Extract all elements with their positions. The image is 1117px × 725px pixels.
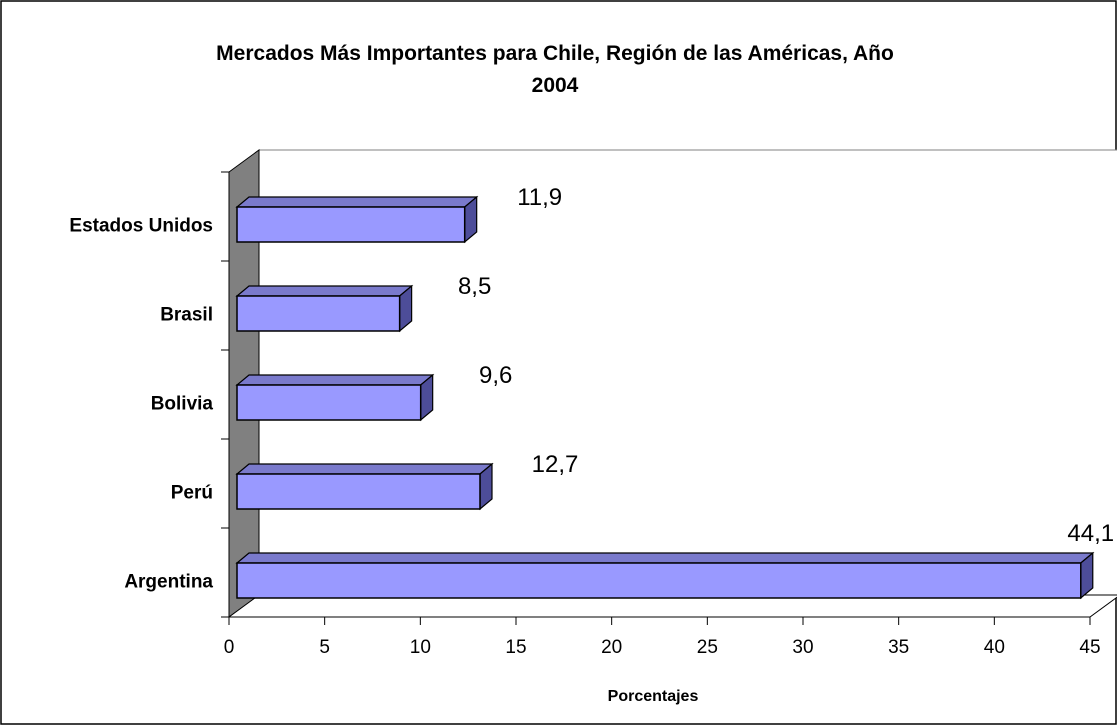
- x-tick-label: 0: [224, 637, 235, 658]
- bar-top: [235, 552, 1095, 564]
- data-label: 11,9: [517, 184, 562, 211]
- x-tick-label: 30: [792, 637, 813, 658]
- y-category-label: Perú: [171, 483, 213, 504]
- x-tick-label: 35: [888, 637, 909, 658]
- x-tick-label: 40: [984, 637, 1005, 658]
- x-tick-label: 10: [410, 637, 431, 658]
- y-category-label: Bolivia: [151, 394, 214, 415]
- data-label: 12,7: [532, 451, 579, 478]
- bar: [236, 562, 1082, 599]
- y-category-label: Brasil: [160, 305, 213, 326]
- bar: [236, 206, 466, 243]
- bar: [236, 473, 481, 510]
- bar-top: [235, 196, 479, 208]
- bar-top: [235, 285, 414, 297]
- bar: [236, 295, 401, 332]
- x-axis-title: Porcentajes: [608, 688, 699, 705]
- data-label: 8,5: [458, 273, 491, 300]
- bar-top: [235, 374, 435, 386]
- x-tick-label: 25: [697, 637, 718, 658]
- x-tick-label: 20: [601, 637, 622, 658]
- data-label: 9,6: [479, 362, 512, 389]
- plot-area: 0 5 10 15 20 25 30 35 40 45 Estados Unidos 11,9 Bras…: [69, 149, 1117, 658]
- y-category-label: Argentina: [124, 572, 213, 593]
- bar-top: [235, 463, 494, 475]
- x-tick-label: 5: [319, 637, 330, 658]
- x-tick-label: 45: [1079, 637, 1100, 658]
- y-category-label: Estados Unidos: [69, 216, 213, 237]
- chart-title-line1: Mercados Más Importantes para Chile, Reg…: [216, 42, 894, 65]
- chart-title-line2: 2004: [532, 74, 579, 97]
- x-tick-label: 15: [505, 637, 526, 658]
- data-label: 44,1: [1067, 520, 1114, 547]
- bar: [236, 384, 422, 421]
